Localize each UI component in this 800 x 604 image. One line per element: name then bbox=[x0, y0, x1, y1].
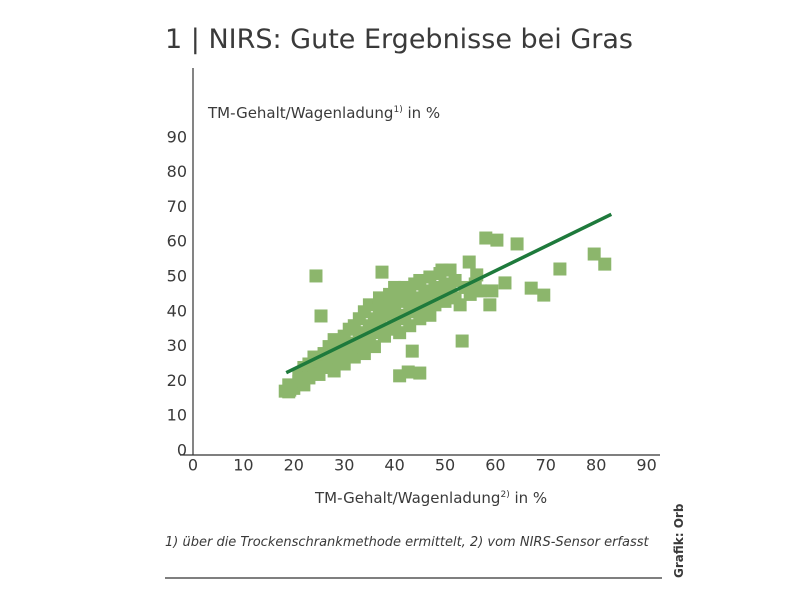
y-tick-label: 60 bbox=[167, 232, 187, 251]
point bbox=[490, 233, 504, 247]
y-tick-label: 50 bbox=[167, 267, 187, 286]
x-label-unit: in % bbox=[510, 489, 547, 507]
y-tick-label: 0 bbox=[177, 441, 187, 460]
point bbox=[448, 273, 462, 287]
trend-line bbox=[285, 212, 613, 375]
x-tick-label: 0 bbox=[188, 456, 198, 475]
x-tick-label: 40 bbox=[384, 456, 404, 475]
x-label-text: TM-Gehalt/Wagenladung bbox=[314, 489, 500, 507]
source: Grafik: Orb bbox=[672, 503, 686, 578]
x-tick-label: 50 bbox=[435, 456, 455, 475]
chart-title: 1 | NIRS: Gute Ergebnisse bei Gras bbox=[165, 24, 633, 55]
point bbox=[479, 231, 493, 245]
point bbox=[362, 298, 376, 312]
x-tick-label: 30 bbox=[334, 456, 354, 475]
y-tick-label: 30 bbox=[167, 336, 187, 355]
point bbox=[598, 257, 612, 271]
y-label-unit: in % bbox=[403, 104, 440, 122]
y-tick-label: 80 bbox=[167, 162, 187, 181]
point bbox=[393, 326, 407, 340]
point bbox=[423, 270, 437, 284]
y-label-sup: 1) bbox=[393, 105, 402, 115]
y-tick-label: 40 bbox=[167, 301, 187, 320]
x-label-sup: 2) bbox=[500, 490, 509, 500]
point bbox=[375, 265, 389, 279]
y-tick-label: 70 bbox=[167, 197, 187, 216]
point bbox=[423, 308, 437, 322]
point bbox=[537, 288, 551, 302]
point bbox=[367, 340, 381, 354]
point bbox=[435, 263, 449, 277]
point bbox=[405, 344, 419, 358]
point bbox=[524, 281, 538, 295]
point bbox=[327, 364, 341, 378]
point bbox=[413, 312, 427, 326]
footnote: 1) über die Trockenschrankmethode ermitt… bbox=[165, 535, 650, 550]
x-tick-label: 90 bbox=[636, 456, 656, 475]
point bbox=[553, 262, 567, 276]
point bbox=[453, 298, 467, 312]
point bbox=[455, 334, 469, 348]
y-label-text: TM-Gehalt/Wagenladung bbox=[207, 104, 393, 122]
point bbox=[413, 366, 427, 380]
y-tick-label: 20 bbox=[167, 371, 187, 390]
point bbox=[347, 350, 361, 364]
point bbox=[314, 309, 328, 323]
point bbox=[403, 319, 417, 333]
y-tick-label: 90 bbox=[167, 127, 187, 146]
point bbox=[337, 357, 351, 371]
x-tick-label: 10 bbox=[233, 456, 253, 475]
x-tick-label: 80 bbox=[586, 456, 606, 475]
point bbox=[587, 247, 601, 261]
point bbox=[388, 280, 402, 294]
point bbox=[473, 284, 487, 298]
point bbox=[463, 287, 477, 301]
y-tick-label: 10 bbox=[167, 406, 187, 425]
point bbox=[357, 347, 371, 361]
point bbox=[413, 273, 427, 287]
x-tick-label: 70 bbox=[536, 456, 556, 475]
point bbox=[498, 276, 512, 290]
point bbox=[510, 237, 524, 251]
x-axis-label: TM-Gehalt/Wagenladung2) in % bbox=[314, 489, 547, 507]
point bbox=[462, 255, 476, 269]
point bbox=[483, 298, 497, 312]
point bbox=[401, 365, 415, 379]
point bbox=[278, 384, 292, 398]
y-axis-label: TM-Gehalt/Wagenladung1) in % bbox=[207, 104, 440, 122]
point bbox=[309, 269, 323, 283]
point bbox=[485, 284, 499, 298]
x-tick-label: 60 bbox=[485, 456, 505, 475]
x-tick-label: 20 bbox=[284, 456, 304, 475]
